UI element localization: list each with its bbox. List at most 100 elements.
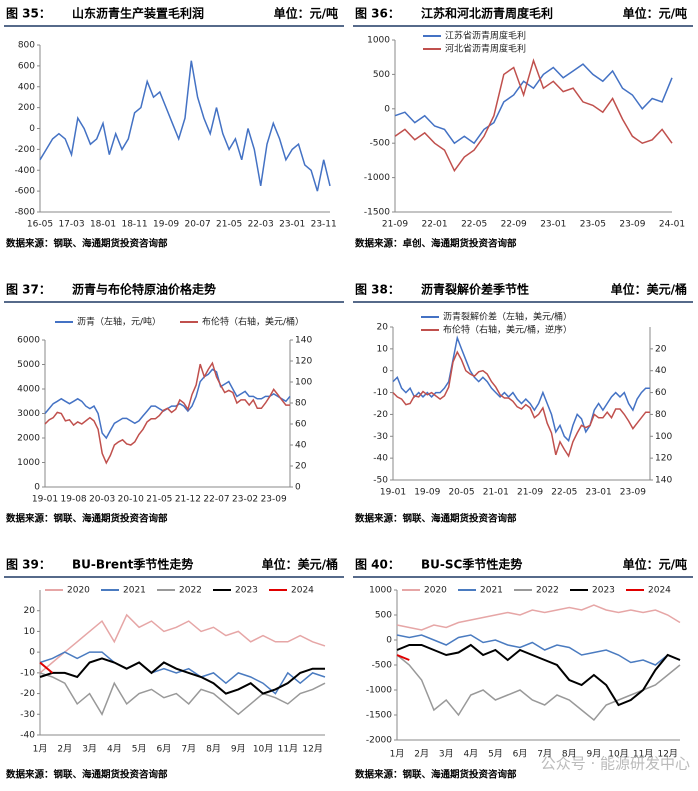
y2-tick-label: 20	[655, 344, 667, 354]
figure-title: 江苏和河北沥青周度毛利	[421, 6, 553, 21]
figure-unit: 单位：元/吨	[623, 6, 687, 21]
figure-title: 山东沥青生产装置毛利润	[72, 6, 204, 21]
y2-tick-label: 80	[295, 399, 307, 409]
x-tick-label: 21-09	[382, 220, 408, 230]
legend-label: 2022	[536, 586, 559, 596]
y2-tick-label: 120	[295, 357, 312, 367]
x-tick-label: 23-09	[261, 495, 287, 505]
y-tick-label: 1000	[369, 586, 392, 596]
figure-label: 图 40：	[355, 558, 400, 572]
series-line	[44, 361, 290, 465]
x-tick-label: 12月	[657, 749, 677, 760]
x-tick-label: 1月	[390, 749, 405, 760]
series-line	[39, 613, 326, 674]
source-note: 数据来源：钢联、海通期货投资咨询部	[354, 513, 517, 525]
y2-tick-label: 120	[655, 454, 672, 464]
y2-tick-label: 100	[295, 378, 312, 388]
y2-tick-label: 0	[295, 483, 301, 493]
x-tick-label: 19-08	[61, 495, 87, 505]
x-tick-label: 23-01	[279, 220, 305, 230]
y-tick-label: 800	[18, 41, 35, 51]
x-tick-label: 23-11	[311, 220, 337, 230]
x-tick-label: 11月	[278, 744, 298, 755]
figure-label: 图 35：	[6, 7, 51, 21]
y2-tick-label: 20	[295, 462, 307, 472]
y2-tick-label: 40	[655, 366, 667, 376]
y-tick-label: 3000	[17, 409, 40, 419]
legend-label: 布伦特（右轴，美元/桶，逆序）	[443, 324, 572, 336]
legend-label: 沥青（左轴，元/吨）	[77, 316, 161, 328]
x-tick-label: 1月	[33, 744, 48, 755]
figure-label: 图 39：	[6, 558, 51, 572]
y2-tick-label: 80	[655, 410, 667, 420]
y-tick-label: -1500	[364, 208, 390, 218]
y-tick-label: 200	[18, 103, 35, 113]
x-tick-label: 23-01	[586, 488, 612, 498]
legend-label: 2022	[179, 586, 202, 596]
figure-unit: 单位：元/吨	[623, 557, 687, 572]
y-tick-label: 0	[384, 104, 390, 114]
x-tick-label: 21-12	[175, 495, 201, 505]
source-note: 数据来源：钢联、海通期货投资咨询部	[5, 238, 168, 250]
x-tick-label: 7月	[537, 749, 552, 760]
x-tick-label: 22-05	[551, 488, 577, 498]
figure-title: BU-SC季节性走势	[421, 557, 522, 572]
y-tick-label: -800	[15, 208, 36, 218]
figure-unit: 单位：美元/桶	[611, 282, 687, 297]
y-tick-label: 1000	[367, 36, 390, 46]
x-tick-label: 3月	[82, 744, 97, 755]
x-tick-label: 23-02	[232, 495, 258, 505]
x-tick-label: 21-05	[216, 220, 242, 230]
x-tick-label: 17-03	[58, 220, 84, 230]
legend-label: 2023	[592, 586, 615, 596]
x-tick-label: 2月	[414, 749, 429, 760]
y-tick-label: -500	[370, 139, 391, 149]
y-tick-label: 500	[375, 611, 392, 621]
y2-tick-label: 60	[295, 420, 307, 430]
y-tick-label: -1500	[366, 711, 392, 721]
x-tick-label: 9月	[231, 744, 246, 755]
y-tick-label: -2000	[366, 736, 392, 746]
x-tick-label: 12月	[302, 744, 322, 755]
series-line	[396, 643, 681, 707]
x-tick-label: 22-05	[461, 220, 487, 230]
x-tick-label: 18-01	[90, 220, 116, 230]
y-tick-label: 5000	[17, 360, 40, 370]
x-tick-label: 3月	[439, 749, 454, 760]
x-tick-label: 23-01	[540, 220, 566, 230]
x-tick-label: 16-05	[27, 220, 53, 230]
series-line	[396, 654, 681, 722]
legend-label: 2021	[480, 586, 503, 596]
series-line	[39, 60, 331, 192]
x-tick-label: 10月	[253, 744, 273, 755]
figure-title: 沥青与布伦特原油价格走势	[72, 282, 216, 297]
y-tick-label: -10	[373, 388, 388, 398]
y-tick-label: -400	[15, 166, 36, 176]
series-line	[39, 661, 54, 674]
x-tick-label: 21-09	[517, 488, 543, 498]
y-tick-label: 20	[24, 606, 36, 616]
legend-label: 布伦特（右轴，美元/桶）	[202, 316, 304, 328]
x-tick-label: 6月	[157, 744, 172, 755]
y-tick-label: -10	[20, 668, 35, 678]
y-tick-label: -50	[373, 476, 388, 486]
x-tick-label: 8月	[206, 744, 221, 755]
x-tick-label: 20-10	[118, 495, 144, 505]
y-tick-label: 10	[24, 627, 36, 637]
figure-title: BU-Brent季节性走势	[72, 557, 193, 572]
y-tick-label: 4000	[17, 385, 40, 395]
y-tick-label: 10	[377, 344, 389, 354]
source-note: 数据来源：卓创、海通期货投资咨询部	[354, 238, 517, 250]
y2-tick-label: 140	[655, 476, 672, 486]
y-tick-label: -200	[15, 145, 36, 155]
x-tick-label: 19-09	[414, 488, 440, 498]
figure-label: 图 37：	[6, 283, 51, 297]
y-tick-label: 6000	[17, 336, 40, 346]
y2-tick-label: 60	[655, 388, 667, 398]
y-tick-label: -20	[20, 689, 35, 699]
figure-unit: 单位：元/吨	[274, 6, 338, 21]
series-line	[392, 350, 650, 458]
y-tick-label: 0	[29, 648, 35, 658]
series-line	[396, 654, 410, 661]
series-line	[39, 651, 326, 695]
